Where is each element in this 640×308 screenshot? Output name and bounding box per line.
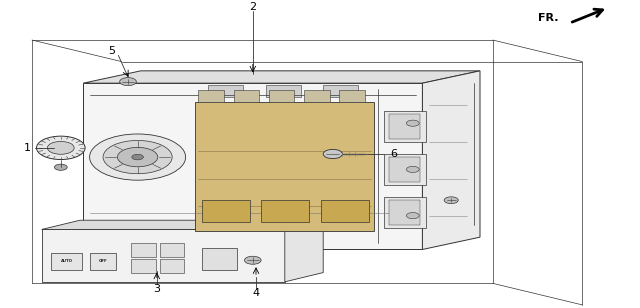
Bar (195, 102, 374, 231)
Bar (269, 90, 294, 102)
Text: 3: 3 (154, 284, 160, 294)
Text: 2: 2 (249, 2, 257, 12)
Circle shape (118, 148, 158, 167)
Bar (90, 253, 116, 270)
Text: OFF: OFF (99, 259, 108, 263)
Bar (51, 253, 82, 270)
Circle shape (406, 213, 419, 219)
Bar (202, 248, 237, 270)
Polygon shape (422, 71, 480, 249)
Bar (389, 114, 420, 139)
Bar (389, 200, 420, 225)
Bar (208, 85, 243, 97)
Bar (384, 154, 426, 185)
Bar (384, 111, 426, 142)
Bar (323, 85, 358, 97)
Polygon shape (285, 220, 323, 282)
Polygon shape (83, 71, 480, 83)
Bar (304, 90, 330, 102)
Polygon shape (42, 229, 285, 282)
Circle shape (90, 134, 186, 180)
Circle shape (444, 197, 458, 204)
Bar (261, 200, 309, 222)
Circle shape (120, 78, 136, 86)
Bar (384, 197, 426, 228)
Circle shape (36, 136, 85, 160)
Text: 1: 1 (24, 143, 30, 153)
Text: 4: 4 (252, 288, 260, 298)
Text: 5: 5 (109, 47, 115, 56)
Circle shape (244, 256, 261, 264)
Bar (160, 259, 184, 273)
Text: AUTO: AUTO (61, 259, 72, 263)
Polygon shape (83, 83, 422, 249)
Circle shape (323, 149, 342, 159)
Circle shape (54, 164, 67, 170)
Bar (131, 243, 156, 257)
Bar (160, 243, 184, 257)
Bar (321, 200, 369, 222)
Bar (389, 157, 420, 182)
Polygon shape (42, 220, 323, 229)
Bar (266, 85, 301, 97)
Text: 6: 6 (390, 149, 397, 159)
Bar (198, 90, 224, 102)
Circle shape (406, 166, 419, 172)
Bar (202, 200, 250, 222)
Text: FR.: FR. (538, 14, 559, 23)
Bar (339, 90, 365, 102)
Bar (131, 259, 156, 273)
Circle shape (103, 140, 172, 174)
Circle shape (47, 141, 74, 154)
Bar (234, 90, 259, 102)
Circle shape (406, 120, 419, 126)
Circle shape (132, 154, 143, 160)
